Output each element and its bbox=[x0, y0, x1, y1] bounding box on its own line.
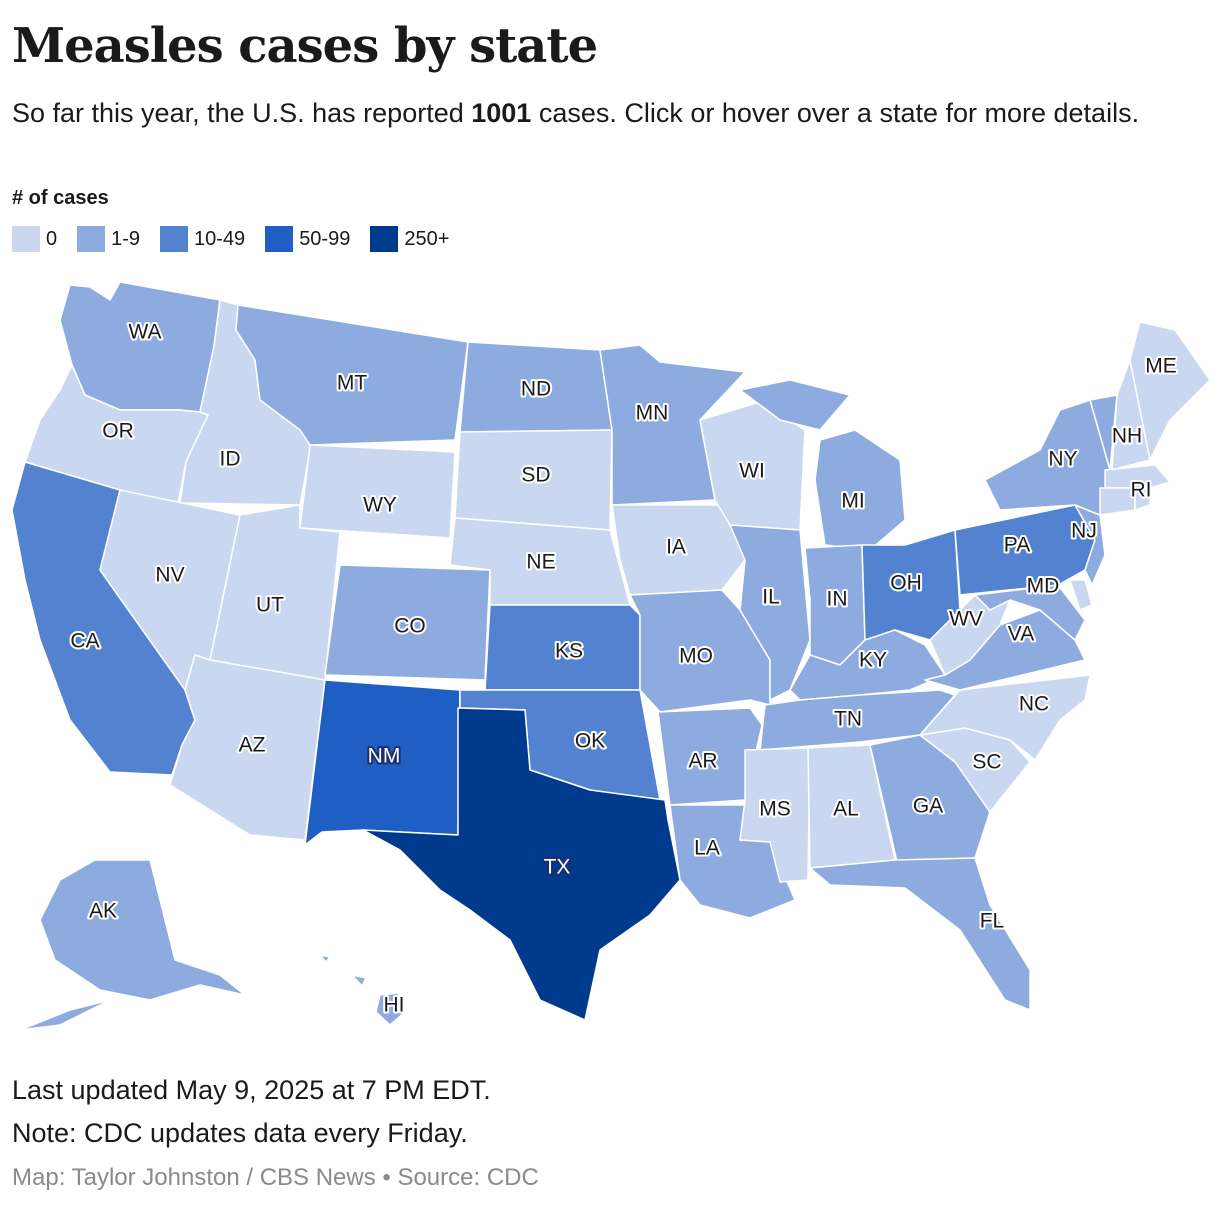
state-ma[interactable] bbox=[1104, 464, 1171, 489]
state-label-sc: SC bbox=[972, 751, 1001, 774]
state-label-tn: TN bbox=[834, 708, 862, 731]
state-label-ar: AR bbox=[688, 750, 717, 773]
state-label-me: ME bbox=[1145, 355, 1177, 378]
state-label-nc: NC bbox=[1019, 693, 1049, 716]
state-md[interactable] bbox=[974, 584, 1086, 641]
state-label-ks: KS bbox=[555, 640, 583, 663]
state-label-az: AZ bbox=[239, 734, 266, 757]
credit-line: Map: Taylor Johnston / CBS News • Source… bbox=[12, 1164, 539, 1191]
state-me[interactable] bbox=[1129, 321, 1211, 461]
legend-title: # of cases bbox=[12, 187, 109, 209]
state-label-md: MD bbox=[1027, 575, 1060, 598]
state-label-wa: WA bbox=[128, 321, 161, 344]
legend-item-0: 0 bbox=[12, 226, 57, 252]
state-label-nm: NM bbox=[368, 745, 401, 768]
state-label-mo: MO bbox=[679, 645, 713, 668]
legend-label: 0 bbox=[46, 227, 58, 250]
legend-item-10-49: 10-49 bbox=[160, 226, 245, 252]
data-note: Note: CDC updates data every Friday. bbox=[12, 1118, 468, 1148]
state-label-wi: WI bbox=[739, 460, 765, 483]
state-label-pa: PA bbox=[1004, 534, 1030, 557]
state-tx[interactable] bbox=[362, 707, 681, 1021]
state-label-co: CO bbox=[394, 615, 426, 638]
state-label-ny: NY bbox=[1048, 448, 1077, 471]
state-label-il: IL bbox=[762, 586, 780, 609]
state-mi[interactable] bbox=[739, 379, 906, 551]
state-label-mi: MI bbox=[841, 490, 864, 513]
state-label-ky: KY bbox=[859, 649, 887, 672]
state-label-hi: HI bbox=[384, 994, 405, 1017]
state-mo[interactable] bbox=[629, 589, 771, 713]
us-states-map[interactable]: WA OR CA ID NV MT WY UT AZ CO NM ND SD NE KS OK TX MN IA MO… bbox=[0, 270, 1220, 1050]
state-label-ak: AK bbox=[89, 900, 117, 923]
legend-swatch bbox=[265, 226, 294, 252]
state-vt[interactable] bbox=[1089, 394, 1118, 471]
total-cases: 1001 bbox=[471, 98, 532, 128]
state-il[interactable] bbox=[729, 524, 811, 701]
state-label-mt: MT bbox=[337, 372, 367, 395]
state-ak[interactable] bbox=[19, 859, 246, 1031]
state-fl[interactable] bbox=[809, 857, 1031, 1011]
state-label-or: OR bbox=[102, 420, 134, 443]
state-label-nj: NJ bbox=[1071, 520, 1097, 543]
state-label-tx: TX bbox=[544, 856, 571, 879]
legend-label: 10-49 bbox=[194, 227, 246, 250]
legend-label: 1-9 bbox=[111, 227, 141, 250]
legend-swatch bbox=[77, 226, 106, 252]
state-ri[interactable] bbox=[1134, 487, 1151, 511]
state-label-mn: MN bbox=[636, 402, 669, 425]
state-label-ga: GA bbox=[913, 795, 943, 818]
legend-item-1-9: 1-9 bbox=[77, 226, 140, 252]
state-label-ms: MS bbox=[759, 798, 791, 821]
state-label-al: AL bbox=[833, 798, 859, 821]
state-label-ia: IA bbox=[666, 536, 686, 559]
subtitle: So far this year, the U.S. has reported … bbox=[12, 96, 1208, 131]
legend-label: 250+ bbox=[404, 227, 450, 250]
state-label-ne: NE bbox=[526, 551, 555, 574]
state-label-id: ID bbox=[220, 448, 241, 471]
state-label-ri: RI bbox=[1131, 479, 1152, 502]
state-label-ok: OK bbox=[575, 730, 605, 753]
state-label-in: IN bbox=[827, 588, 848, 611]
legend-item-250-plus: 250+ bbox=[370, 226, 449, 252]
state-wy[interactable] bbox=[299, 444, 456, 539]
state-label-ca: CA bbox=[70, 630, 99, 653]
subtitle-text-after: cases. Click or hover over a state for m… bbox=[531, 98, 1140, 128]
last-updated: Last updated May 9, 2025 at 7 PM EDT. bbox=[12, 1075, 491, 1105]
legend-item-50-99: 50-99 bbox=[265, 226, 350, 252]
state-label-ut: UT bbox=[256, 594, 284, 617]
legend-label: 50-99 bbox=[299, 227, 351, 250]
state-label-wy: WY bbox=[363, 494, 397, 517]
page-title: Measles cases by state bbox=[12, 18, 598, 74]
legend-swatch bbox=[160, 226, 189, 252]
legend: 0 1-9 10-49 50-99 250+ bbox=[12, 226, 469, 252]
subtitle-text-before: So far this year, the U.S. has reported bbox=[12, 98, 472, 128]
state-label-va: VA bbox=[1008, 623, 1034, 646]
state-label-wv: WV bbox=[949, 608, 983, 631]
state-mt[interactable] bbox=[235, 304, 469, 446]
state-label-oh: OH bbox=[890, 572, 922, 595]
state-label-nh: NH bbox=[1112, 425, 1142, 448]
state-de[interactable] bbox=[1069, 579, 1093, 611]
state-label-nv: NV bbox=[155, 564, 184, 587]
state-hi[interactable] bbox=[319, 954, 406, 1026]
state-label-fl: FL bbox=[980, 910, 1005, 933]
state-label-nd: ND bbox=[521, 378, 551, 401]
state-label-sd: SD bbox=[521, 464, 550, 487]
legend-swatch bbox=[370, 226, 399, 252]
legend-swatch bbox=[12, 226, 40, 252]
state-label-la: LA bbox=[694, 837, 720, 860]
state-nc[interactable] bbox=[919, 674, 1091, 761]
